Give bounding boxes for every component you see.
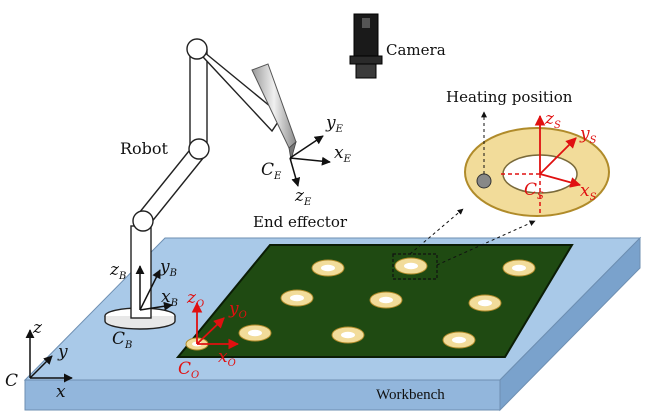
end-effector-tool (251, 63, 297, 161)
pad-frame-origin-label: CS (524, 180, 544, 202)
pad (369, 291, 403, 309)
pad (331, 326, 365, 344)
robot-joint (188, 138, 210, 160)
board-frame-origin-label: CO (178, 359, 199, 381)
selected-pad-box (392, 253, 438, 280)
base-frame (135, 265, 173, 311)
robot-upper-link (189, 49, 208, 151)
pad (311, 259, 345, 277)
pad (394, 257, 428, 275)
pads (185, 257, 536, 351)
pad (238, 324, 272, 342)
pad (280, 289, 314, 307)
world-frame-x-label: x (56, 382, 66, 402)
workbench-side (499, 236, 641, 412)
workbench-label: Workbench (376, 387, 445, 403)
world-frame-origin-label: C (5, 371, 18, 391)
end-effector-frame-y-label: yE (325, 113, 344, 135)
pad (468, 294, 502, 312)
base-frame-origin-label: CB (112, 329, 132, 351)
end-effector-frame-x-label: xE (334, 143, 352, 165)
pad (502, 259, 536, 277)
robot-joint (186, 38, 208, 60)
camera-label: Camera (386, 41, 446, 59)
board-frame-y-label: yO (228, 299, 247, 321)
pad-frame-x-label: xS (580, 181, 597, 203)
end-effector-frame-origin-label: CE (261, 160, 282, 182)
heating-position-label: Heating position (446, 88, 573, 106)
pad-frame-z-label: zS (544, 109, 561, 131)
board-frame-z-label: zO (186, 288, 204, 310)
pad (442, 331, 476, 349)
world-frame-z-label: z (32, 318, 43, 338)
base-frame-y-label: yB (159, 257, 177, 279)
end-effector-frame (289, 135, 331, 187)
world-frame-y-label: y (57, 342, 68, 362)
base-frame-z-label: zB (109, 260, 126, 282)
camera-icon (349, 13, 383, 79)
world-frame (25, 329, 73, 383)
board-frame (191, 301, 240, 350)
robot-joint (132, 210, 154, 232)
pad-frame (498, 114, 582, 214)
robot-label: Robot (120, 139, 169, 158)
heating-spot (476, 173, 492, 189)
end-effector-label: End effector (253, 213, 348, 231)
robot-arm (132, 38, 283, 232)
end-effector-frame-z-label: zE (294, 186, 312, 208)
board-frame-x-label: xO (218, 347, 236, 369)
base-frame-x-label: xB (161, 287, 178, 309)
pad-frame-y-label: yS (579, 124, 597, 146)
